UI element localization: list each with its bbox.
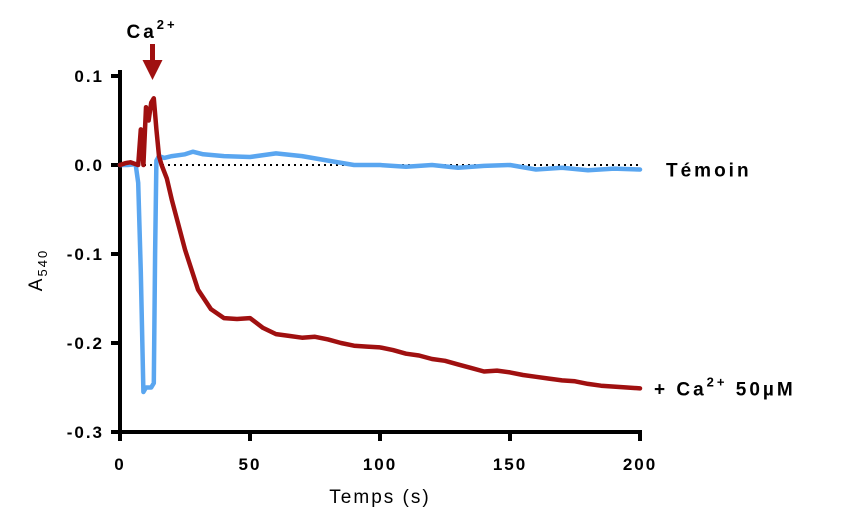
series-line-temoin	[117, 149, 643, 395]
y-tick-label: -0.2	[67, 334, 104, 353]
y-tick-label: -0.1	[67, 245, 104, 264]
series-line-calcium	[117, 96, 643, 391]
x-tick-label: 100	[363, 455, 397, 474]
series-label-calcium: + Ca2+ 50µM	[654, 374, 796, 400]
x-tick-label: 200	[623, 455, 657, 474]
y-tick-label: 0.0	[74, 156, 104, 175]
y-axis-title: A540	[26, 249, 50, 291]
series-label-main: + Ca	[654, 379, 707, 400]
series-label-main: Témoin	[666, 160, 752, 181]
y-axis-title-subscript: 540	[35, 249, 50, 277]
series-layer	[117, 96, 643, 395]
x-tick-label: 50	[239, 455, 262, 474]
series-label-superscript: 2+	[707, 374, 728, 389]
injection-label-superscript: 2+	[157, 17, 178, 32]
x-tick-label: 150	[493, 455, 527, 474]
x-tick-label: 0	[114, 455, 125, 474]
series-label-temoin: Témoin	[666, 160, 752, 181]
y-axis-title-main: A	[26, 277, 47, 292]
series-label-tail: 50µM	[728, 379, 796, 400]
y-tick-label: 0.1	[74, 67, 104, 86]
chart-axes: 0.1 0.0 -0.1 -0.2 -0.3 0 50 100 150 200	[67, 67, 657, 474]
x-axis-title: Temps (s)	[329, 487, 430, 508]
y-tick-label: -0.3	[67, 423, 104, 442]
injection-arrow-label: Ca2+	[127, 17, 178, 43]
injection-arrow-head	[142, 60, 163, 80]
injection-label-main: Ca	[127, 22, 157, 43]
